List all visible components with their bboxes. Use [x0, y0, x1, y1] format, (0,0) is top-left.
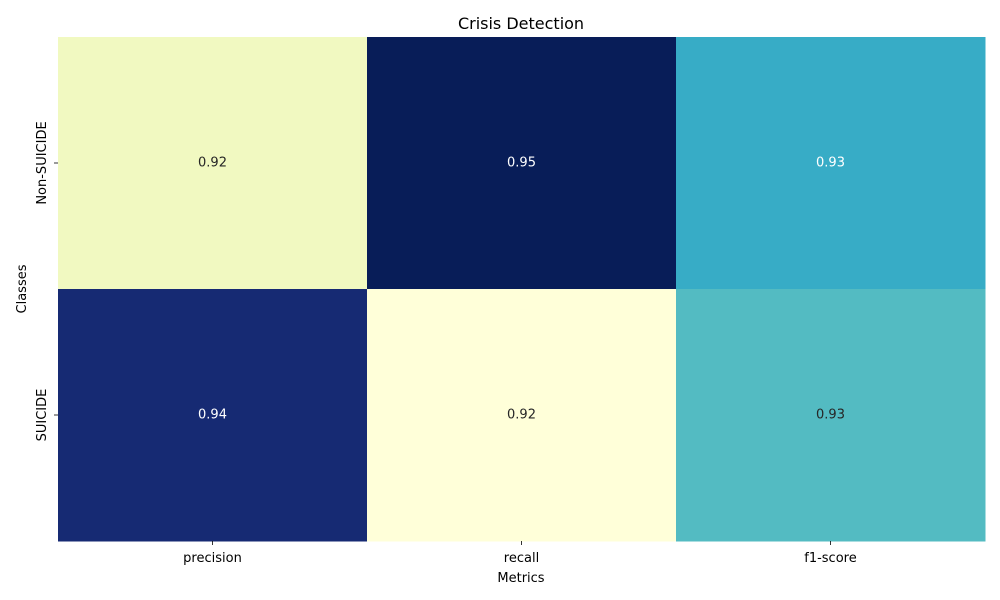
y-tick-label-0: Non-SUICIDE [35, 121, 50, 204]
x-tick-label-2: f1-score [804, 551, 856, 566]
x-tick-label-0: precision [183, 551, 242, 566]
x-axis-ticks: precision recall f1-score [183, 541, 857, 566]
heatmap-cells: 0.92 0.95 0.93 0.94 0.92 0.93 [58, 37, 986, 542]
heatmap-cell-r1-c1 [367, 289, 677, 542]
x-axis-label: Metrics [497, 571, 544, 586]
heatmap-cell-r1-c2 [676, 289, 986, 542]
y-axis-ticks: Non-SUICIDE SUICIDE [35, 121, 58, 441]
heatmap-cell-r1-c0 [58, 289, 368, 542]
x-tick-label-1: recall [504, 551, 539, 566]
y-axis-label: Classes [15, 264, 30, 313]
cell-value-label-r0-c0: 0.92 [198, 156, 227, 171]
y-tick-label-1: SUICIDE [35, 389, 50, 442]
cell-value-label-r0-c2: 0.93 [816, 156, 845, 171]
cell-value-label-r1-c0: 0.94 [198, 408, 227, 423]
heatmap-cell-r0-c1 [367, 37, 677, 290]
heatmap-cell-r0-c2 [676, 37, 986, 290]
cell-value-label-r1-c2: 0.93 [816, 408, 845, 423]
cell-value-label-r0-c1: 0.95 [507, 156, 536, 171]
chart-title: Crisis Detection [458, 14, 584, 33]
heatmap-cell-r0-c0 [58, 37, 368, 290]
cell-value-label-r1-c1: 0.92 [507, 408, 536, 423]
